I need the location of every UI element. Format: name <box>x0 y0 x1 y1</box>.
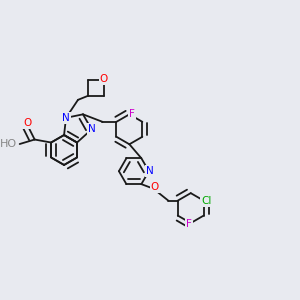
Text: O: O <box>23 118 31 128</box>
Text: F: F <box>129 109 135 119</box>
Text: O: O <box>100 74 108 83</box>
Text: N: N <box>62 113 70 123</box>
Text: O: O <box>151 182 159 192</box>
Text: F: F <box>186 220 192 230</box>
Text: HO: HO <box>0 139 17 149</box>
Text: N: N <box>88 124 95 134</box>
Text: Cl: Cl <box>201 196 212 206</box>
Text: N: N <box>146 166 154 176</box>
